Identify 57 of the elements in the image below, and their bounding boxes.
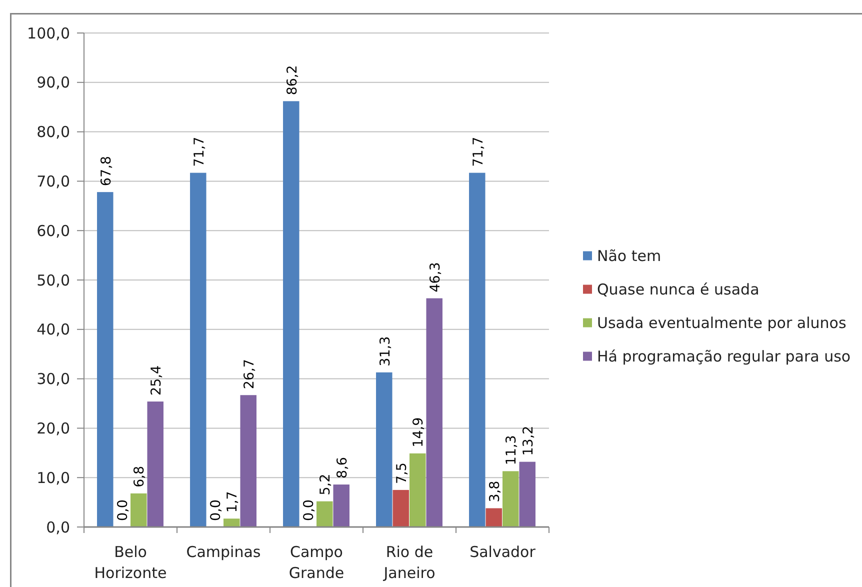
y-tick-label: 60,0 [36, 222, 70, 240]
data-label: 0,0 [208, 500, 224, 521]
y-tick-label: 70,0 [36, 172, 70, 190]
bar [316, 501, 333, 527]
y-tick-label: 40,0 [36, 320, 70, 339]
bar [147, 402, 164, 527]
legend-label: Há programação regular para uso [597, 348, 851, 366]
data-label: 6,8 [132, 466, 148, 488]
bar [283, 101, 300, 527]
data-label: 86,2 [284, 65, 300, 96]
bar [240, 395, 256, 527]
x-tick-label: Rio de Janeiro [382, 543, 436, 582]
legend-label: Não tem [597, 247, 662, 265]
y-tick-label: 80,0 [36, 123, 70, 142]
x-tick-label: Belo Horizonte [94, 543, 167, 582]
data-label: 3,8 [486, 480, 503, 502]
y-tick-label: 90,0 [36, 74, 70, 92]
y-tick-label: 10,0 [36, 468, 70, 487]
y-tick-label: 30,0 [36, 370, 70, 388]
data-label: 71,7 [470, 136, 486, 167]
y-tick-label: 100,0 [27, 24, 70, 42]
data-label: 26,7 [241, 359, 258, 390]
x-tick-label: Salvador [470, 543, 536, 561]
y-tick-label: 20,0 [36, 419, 70, 438]
x-tick-label: Campinas [186, 543, 261, 561]
data-label: 46,3 [427, 262, 444, 292]
data-label: 67,8 [98, 156, 114, 186]
bar [376, 372, 392, 527]
data-label: 13,2 [520, 426, 536, 456]
data-label: 1,7 [224, 491, 241, 513]
data-label: 14,9 [410, 417, 427, 448]
data-label: 7,5 [394, 462, 410, 484]
data-label: 11,3 [504, 435, 520, 466]
bar [392, 490, 409, 527]
y-tick-label: 0,0 [46, 518, 70, 536]
bar [502, 471, 519, 527]
bar [519, 462, 536, 527]
data-label: 5,2 [318, 474, 334, 496]
bar [486, 508, 502, 527]
bar [333, 484, 350, 527]
y-tick-label: 50,0 [36, 271, 70, 290]
bar [469, 172, 486, 527]
x-tick-label: Campo Grande [288, 543, 344, 582]
bar [190, 172, 206, 527]
legend-label: Quase nunca é usada [597, 280, 760, 298]
bar [130, 493, 147, 527]
data-label: 31,3 [377, 336, 394, 366]
bar [426, 298, 442, 527]
data-label: 71,7 [191, 136, 208, 167]
data-label: 25,4 [148, 365, 164, 396]
data-label: 8,6 [334, 457, 350, 479]
bar [224, 518, 240, 527]
bar [410, 453, 426, 527]
legend-label: Usada eventualmente por alunos [597, 314, 846, 332]
data-label: 0,0 [300, 500, 317, 521]
data-label: 0,0 [114, 500, 131, 521]
bar [97, 192, 114, 527]
